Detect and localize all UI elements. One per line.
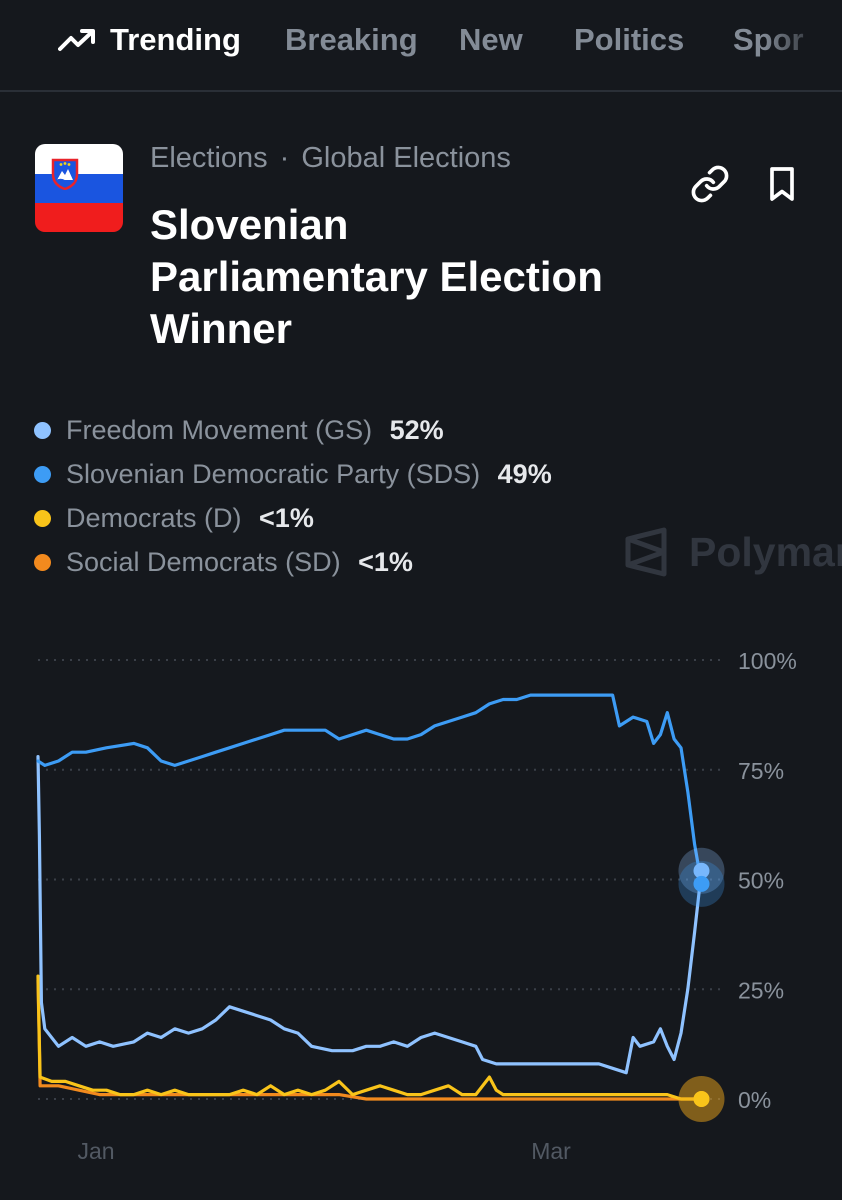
legend-value: 52% (389, 415, 444, 445)
nav-tab-politics[interactable]: Politics (574, 22, 685, 57)
link-icon (691, 165, 729, 203)
price-chart[interactable]: 100% 75% 50% 25% 0% Jan Mar (0, 620, 842, 1180)
watermark-text: Polymar (689, 529, 842, 575)
series-line (36, 693, 704, 886)
market-title-line: Slovenian (150, 201, 349, 248)
legend-name: Democrats (D) (66, 503, 242, 533)
legend-dot (34, 466, 51, 483)
y-tick-label: 0% (738, 1087, 771, 1113)
y-tick-label: 50% (738, 868, 784, 894)
x-tick-label: Jan (77, 1138, 114, 1164)
legend-name: Slovenian Democratic Party (SDS) (66, 459, 481, 489)
breadcrumb-global-elections[interactable]: Global Elections (301, 142, 511, 174)
breadcrumb-elections[interactable]: Elections (150, 142, 268, 174)
slovenia-flag-icon (35, 144, 123, 232)
series-end-marker (693, 875, 710, 892)
legend-dot (34, 510, 51, 527)
coat-of-arms-icon (51, 158, 79, 190)
legend-item[interactable]: Democrats (D) <1% (34, 496, 552, 540)
series-line (36, 978, 704, 1101)
y-tick-label: 100% (738, 648, 797, 674)
nav-fade-overlay (762, 10, 842, 70)
legend-value: 49% (497, 459, 552, 489)
trending-up-icon (58, 29, 95, 51)
bookmark-button[interactable] (762, 164, 802, 204)
legend-item[interactable]: Freedom Movement (GS) 52% (34, 408, 552, 452)
series-end-marker (693, 862, 710, 879)
legend-value: <1% (259, 503, 314, 533)
copy-link-button[interactable] (690, 164, 730, 204)
nav-tab-label: Trending (110, 22, 241, 57)
polymarket-logo-icon (625, 527, 667, 577)
market-title-line: Winner (150, 305, 292, 352)
breadcrumb-separator: · (279, 142, 290, 174)
legend-value: <1% (358, 547, 413, 577)
legend-dot (34, 422, 51, 439)
nav-tab-new[interactable]: New (459, 22, 523, 57)
nav-tab-trending[interactable]: Trending (58, 20, 241, 60)
category-nav: Trending Breaking New Politics Spor (0, 0, 842, 92)
legend-dot (34, 554, 51, 571)
market-title: Slovenian Parliamentary Election Winner (150, 199, 670, 355)
legend-name: Social Democrats (SD) (66, 547, 341, 577)
x-tick-label: Mar (531, 1138, 571, 1164)
series-line (36, 974, 704, 1101)
legend-name: Freedom Movement (GS) (66, 415, 373, 445)
breadcrumb: Elections · Global Elections (150, 142, 511, 175)
nav-tab-breaking[interactable]: Breaking (285, 22, 418, 57)
legend-item[interactable]: Social Democrats (SD) <1% (34, 540, 552, 584)
y-tick-label: 75% (738, 758, 784, 784)
series-end-marker (693, 1091, 710, 1107)
chart-legend: Freedom Movement (GS) 52% Slovenian Demo… (34, 408, 552, 584)
market-title-line: Parliamentary Election (150, 253, 603, 300)
bookmark-icon (770, 167, 794, 201)
legend-item[interactable]: Slovenian Democratic Party (SDS) 49% (34, 452, 552, 496)
y-tick-label: 25% (738, 977, 784, 1003)
series-line (36, 755, 704, 1075)
